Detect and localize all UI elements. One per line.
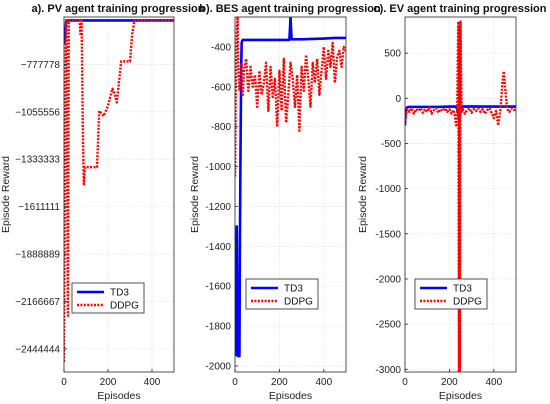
series-td3-line	[235, 17, 346, 358]
y-tick-label: -1000	[205, 162, 231, 173]
panel-1: −777778 −1055556 −1333333 −1611111 −1888889 −…	[0, 3, 205, 402]
y-tick-label: -1500	[375, 229, 401, 240]
legend-label-td3: TD3	[110, 288, 129, 299]
x-tick-label: 400	[144, 377, 161, 388]
x-tick-label: 400	[315, 377, 332, 388]
legend: TD3 DDPG	[245, 278, 319, 310]
x-tick-label: 200	[441, 377, 458, 388]
legend-box	[71, 282, 145, 314]
x-axis-label: Episodes	[439, 390, 482, 402]
y-tick-label: -400	[211, 42, 231, 53]
y-tick-label: -1600	[205, 282, 231, 293]
y-tick-label: -1200	[205, 202, 231, 213]
x-tick-label: 200	[100, 377, 117, 388]
x-axis-label: Episodes	[97, 390, 140, 402]
series-ddpg-line	[235, 17, 346, 177]
y-tick-label: 0	[395, 94, 401, 105]
legend-box	[245, 278, 319, 310]
y-tick-label: -1800	[205, 322, 231, 333]
panel-title: c). EV agent training progression	[374, 3, 547, 15]
legend-label-ddpg: DDPG	[110, 301, 139, 312]
y-tick-label: 500	[384, 49, 401, 60]
y-tick-label: -1400	[205, 242, 231, 253]
y-tick-label: −1333333	[15, 155, 60, 166]
x-tick-label: 400	[485, 377, 502, 388]
y-tick-label: -2000	[375, 274, 401, 285]
y-tick-label: −1888889	[15, 250, 60, 261]
axes-frame	[234, 16, 347, 373]
legend: TD3 DDPG	[71, 282, 145, 314]
y-axis-label: Episode Reward	[357, 156, 369, 233]
panel-title: a). PV agent training progression	[32, 3, 205, 15]
legend: TD3 DDPG	[414, 278, 488, 310]
legend-box	[414, 278, 488, 310]
y-tick-label: -800	[211, 122, 231, 133]
x-tick-label: 0	[232, 377, 238, 388]
series-ddpg-line	[64, 19, 174, 362]
y-tick-label: −1611111	[18, 202, 60, 213]
y-tick-label: −777778	[21, 60, 61, 71]
series-td3-line	[405, 105, 516, 126]
y-tick-label: -2000	[205, 362, 231, 373]
y-tick-label: −2444444	[15, 344, 60, 355]
series-ddpg-line	[405, 20, 516, 372]
axes-frame	[63, 16, 175, 373]
axes-frame	[404, 16, 517, 373]
x-axis-label: Episodes	[269, 390, 312, 402]
y-tick-label: −2166667	[15, 297, 60, 308]
panel-title: b). BES agent training progression	[199, 3, 381, 15]
x-tick-label: 0	[402, 377, 408, 388]
legend-label-td3: TD3	[284, 284, 303, 295]
y-tick-label: -1000	[375, 184, 401, 195]
y-tick-label: -2500	[375, 320, 401, 331]
legend-label-ddpg: DDPG	[284, 297, 313, 308]
y-tick-label: -600	[211, 82, 231, 93]
y-tick-label: -500	[381, 139, 401, 150]
legend-label-td3: TD3	[453, 284, 472, 295]
y-tick-label: -3000	[375, 365, 401, 376]
x-tick-label: 200	[271, 377, 288, 388]
x-tick-label: 0	[61, 377, 67, 388]
legend-label-ddpg: DDPG	[453, 297, 482, 308]
y-tick-label: −1055556	[15, 107, 60, 118]
panel-2: -400 -600 -800 -1000 -1200 -1400 -1600 -1800 -20…	[189, 3, 381, 402]
y-axis-label: Episode Reward	[189, 156, 201, 233]
y-axis-label: Episode Reward	[0, 156, 12, 233]
